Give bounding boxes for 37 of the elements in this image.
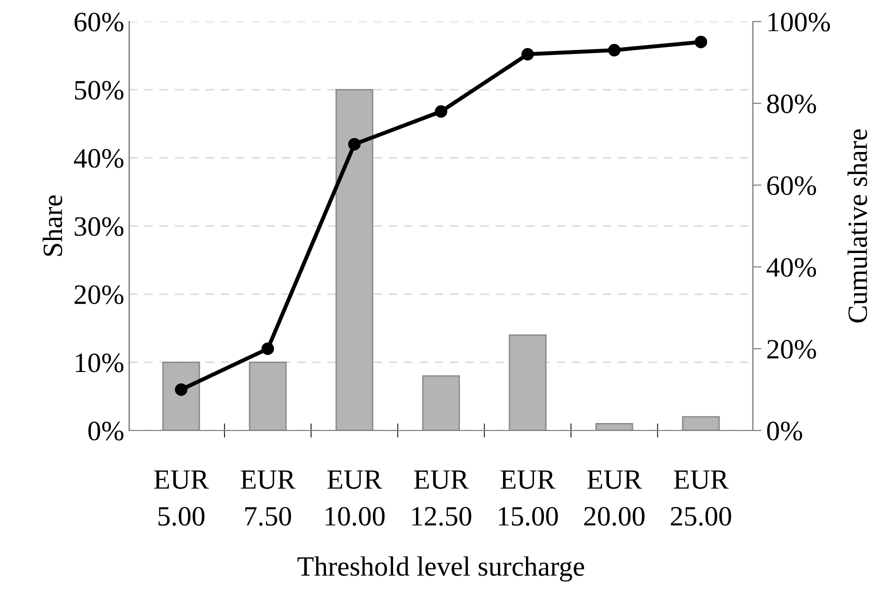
y-axis-title: Share (42, 195, 62, 256)
bar (508, 334, 547, 430)
y2-tick-label: 100% (768, 12, 830, 32)
point (434, 105, 448, 118)
bar (336, 88, 374, 430)
bar (162, 362, 200, 430)
y2-tick-label: 20% (767, 340, 816, 359)
point (174, 383, 188, 396)
y-tick-label: 0% (88, 422, 124, 440)
x-axis-title: Threshold level surcharge (298, 556, 584, 582)
y2-tick-label: 80% (767, 94, 816, 114)
bar (248, 362, 287, 430)
y2-tick-label: 40% (766, 258, 816, 277)
y2-tick-label: 0% (767, 422, 802, 440)
y-tick-label: 10% (76, 354, 124, 372)
x-tick-label: EUR 7.50 (240, 470, 296, 526)
point (348, 138, 361, 150)
bar (682, 416, 720, 430)
point (521, 48, 534, 60)
y-tick-label: 20% (74, 285, 124, 304)
x-tick-label: EUR 20.00 (584, 470, 644, 526)
x-tick-label: EUR 5.00 (154, 470, 209, 526)
y2-axis-title: Cumulative share (848, 129, 868, 322)
x-tick-label: EUR 12.50 (412, 470, 472, 526)
y-tick-label: 60% (74, 12, 124, 32)
bar (595, 422, 634, 430)
y2-tick-label: 60% (767, 176, 816, 196)
y-tick-label: 30% (74, 217, 124, 236)
point (608, 44, 621, 56)
point (262, 342, 274, 355)
y-tick-label: 50% (75, 80, 124, 100)
point (694, 36, 708, 48)
x-tick-label: EUR 10.00 (326, 470, 385, 526)
y-tick-label: 40% (74, 149, 124, 168)
x-tick-label: EUR 15.00 (498, 470, 558, 526)
bar (422, 375, 460, 430)
x-tick-label: EUR 25.00 (670, 470, 732, 526)
